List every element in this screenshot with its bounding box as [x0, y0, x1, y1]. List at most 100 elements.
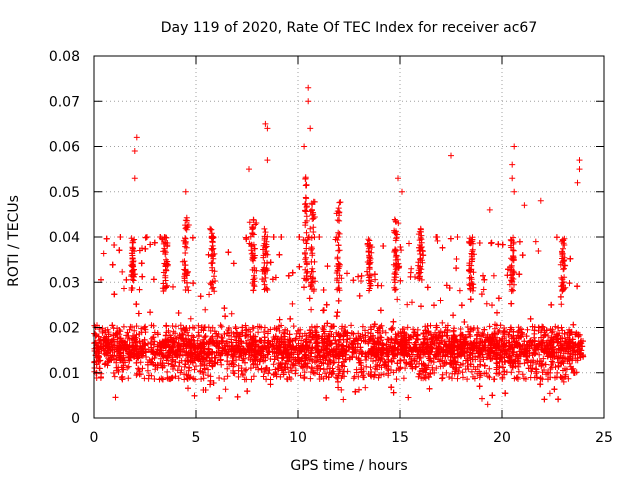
data-point: [460, 349, 467, 356]
data-point: [203, 339, 210, 346]
data-point: [117, 328, 124, 335]
data-point: [333, 374, 340, 381]
data-point: [436, 358, 443, 365]
data-point: [337, 368, 343, 375]
data-point: [194, 348, 201, 355]
data-point: [367, 324, 374, 331]
data-point: [532, 341, 538, 348]
data-point: [221, 305, 228, 312]
data-point: [531, 330, 538, 337]
data-point: [427, 322, 434, 329]
data-point: [342, 324, 349, 330]
data-point: [151, 338, 158, 345]
data-point: [243, 366, 250, 373]
data-point: [111, 356, 118, 363]
data-point: [449, 375, 455, 382]
data-point: [159, 364, 166, 371]
data-point: [324, 320, 331, 327]
data-point: [514, 357, 521, 364]
data-point: [254, 348, 261, 355]
data-point: [563, 338, 570, 345]
data-point: [363, 353, 370, 360]
data-point: [378, 334, 385, 341]
data-point: [359, 331, 366, 338]
data-point: [296, 333, 303, 340]
data-point: [390, 318, 397, 325]
data-point: [308, 336, 315, 343]
data-point: [515, 329, 522, 336]
data-point: [285, 358, 292, 365]
data-point: [293, 330, 300, 337]
data-point: [333, 313, 340, 320]
data-point: [335, 297, 342, 304]
data-point: [539, 376, 546, 383]
data-point: [100, 250, 107, 257]
data-point: [175, 340, 182, 347]
data-point: [136, 371, 143, 378]
data-point: [445, 353, 451, 360]
data-point: [548, 301, 555, 308]
data-point: [456, 287, 463, 294]
data-point: [365, 329, 372, 336]
data-point: [340, 368, 346, 375]
data-point: [280, 354, 287, 361]
data-point: [570, 321, 577, 328]
data-point: [552, 364, 559, 370]
data-point: [122, 341, 129, 348]
data-point: [495, 295, 502, 302]
data-point: [104, 362, 111, 369]
data-point: [352, 388, 359, 395]
data-point: [323, 301, 330, 308]
data-point: [312, 340, 319, 347]
data-point: [562, 371, 569, 378]
data-point: [133, 301, 140, 308]
data-point: [569, 339, 576, 346]
data-point: [249, 358, 256, 365]
data-point: [479, 395, 485, 402]
data-point: [365, 370, 372, 377]
data-point: [571, 370, 578, 376]
data-point: [461, 319, 468, 325]
data-point: [133, 359, 140, 366]
data-point: [285, 352, 292, 359]
data-point: [481, 276, 488, 283]
data-point: [553, 234, 560, 241]
data-point: [559, 375, 566, 382]
data-point: [239, 371, 246, 377]
data-point: [449, 344, 456, 350]
data-point: [275, 343, 282, 350]
data-point: [412, 363, 419, 370]
data-point: [228, 351, 235, 358]
data-point: [175, 310, 182, 316]
data-point: [301, 369, 308, 376]
data-point: [197, 293, 204, 300]
data-point: [459, 369, 466, 376]
data-point: [258, 344, 265, 351]
data-point: [397, 357, 404, 364]
data-point: [239, 324, 246, 331]
data-point: [565, 375, 572, 382]
data-point: [515, 368, 522, 375]
data-point: [157, 347, 164, 354]
data-point: [206, 349, 212, 356]
data-point: [524, 326, 531, 333]
data-point: [206, 291, 213, 298]
data-point: [523, 333, 530, 340]
data-point: [221, 376, 228, 382]
data-point: [202, 387, 209, 393]
data-point: [166, 349, 172, 356]
data-point: [499, 241, 506, 248]
data-point: [419, 344, 426, 351]
data-point: [274, 335, 281, 342]
data-point: [278, 363, 285, 370]
data-point: [334, 309, 341, 316]
data-point: [374, 338, 381, 345]
data-point: [129, 332, 136, 339]
data-point: [567, 255, 574, 262]
data-point: [217, 356, 224, 363]
data-point: [221, 331, 228, 337]
data-point: [378, 322, 385, 329]
data-point: [460, 342, 467, 349]
data-point: [320, 287, 327, 293]
data-point: [516, 271, 523, 278]
